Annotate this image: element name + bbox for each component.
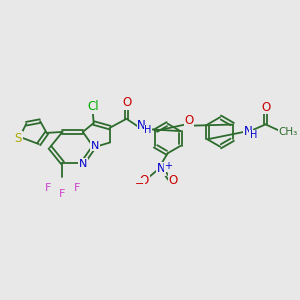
Text: N: N xyxy=(91,141,100,151)
Text: Cl: Cl xyxy=(88,100,99,113)
Text: O: O xyxy=(169,174,178,187)
Text: N: N xyxy=(243,125,252,138)
Text: −: − xyxy=(135,178,145,188)
Text: CH₃: CH₃ xyxy=(278,127,298,137)
Text: O: O xyxy=(262,101,271,114)
Text: O: O xyxy=(140,174,149,187)
Text: +: + xyxy=(164,161,172,171)
Text: F: F xyxy=(44,183,51,193)
Text: N: N xyxy=(79,159,87,169)
Text: F: F xyxy=(74,183,80,193)
Text: N: N xyxy=(137,119,146,132)
Text: H: H xyxy=(250,130,257,140)
Text: N: N xyxy=(157,162,165,175)
Text: F: F xyxy=(59,189,66,200)
Text: H: H xyxy=(144,125,152,135)
Text: O: O xyxy=(184,114,194,127)
Text: O: O xyxy=(122,96,131,109)
Text: S: S xyxy=(15,132,22,145)
